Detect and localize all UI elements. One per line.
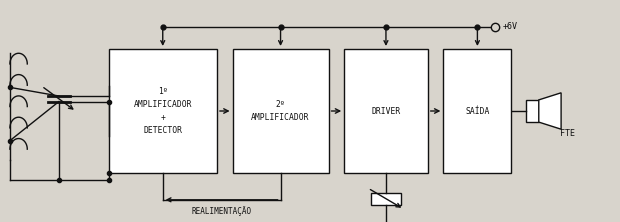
Text: SAÍDA: SAÍDA <box>465 107 490 115</box>
Bar <box>443 49 511 173</box>
Bar <box>371 192 401 205</box>
Polygon shape <box>539 93 561 129</box>
Text: +6V: +6V <box>502 22 517 31</box>
Text: FTE: FTE <box>560 129 575 138</box>
Bar <box>344 49 428 173</box>
Bar <box>526 100 539 122</box>
Bar <box>108 49 217 173</box>
Bar <box>232 49 329 173</box>
Text: REALIMENTAÇÃO: REALIMENTAÇÃO <box>192 206 252 216</box>
Text: DRIVER: DRIVER <box>371 107 401 115</box>
Text: 2º
AMPLIFICADOR: 2º AMPLIFICADOR <box>251 100 310 122</box>
Text: 1º
AMPLIFICADOR
+
DETECTOR: 1º AMPLIFICADOR + DETECTOR <box>133 87 192 135</box>
